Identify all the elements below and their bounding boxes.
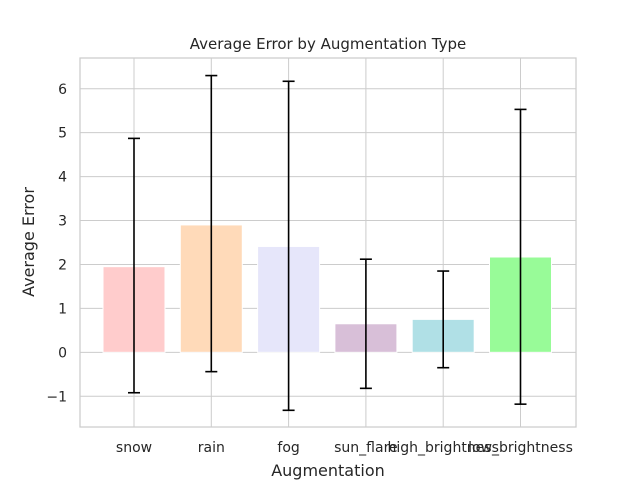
bars bbox=[102, 224, 552, 353]
x-tick-label: sun_flare bbox=[334, 440, 398, 456]
y-tick-label: 1 bbox=[58, 301, 67, 317]
y-axis-label: Average Error bbox=[19, 187, 38, 297]
x-axis-label: Augmentation bbox=[271, 461, 385, 480]
y-tick-label: 5 bbox=[58, 126, 67, 142]
error-bars bbox=[128, 74, 527, 412]
x-tick-labels: snow rain fog sun_flarehigh_brightnesslow_b… bbox=[116, 440, 573, 456]
x-tick-label: snow bbox=[116, 440, 152, 456]
x-tick-label: rain bbox=[198, 440, 225, 456]
y-tick-labels: −1 0 1 2 3 4 5 6 bbox=[46, 82, 67, 406]
y-tick-label: −1 bbox=[46, 389, 67, 405]
plot-frame bbox=[79, 57, 577, 428]
chart-title: Average Error by Augmentation Type bbox=[190, 35, 467, 53]
x-tick-label: high_brightness bbox=[388, 440, 499, 456]
y-tick-label: 2 bbox=[58, 257, 67, 273]
y-tick-label: 6 bbox=[58, 82, 67, 98]
y-tick-label: 3 bbox=[58, 214, 67, 230]
x-tick-label: fog bbox=[277, 440, 299, 456]
x-tick-label: low_brightness bbox=[468, 440, 573, 456]
y-tick-label: 0 bbox=[58, 345, 67, 361]
y-tick-label: 4 bbox=[58, 170, 67, 186]
